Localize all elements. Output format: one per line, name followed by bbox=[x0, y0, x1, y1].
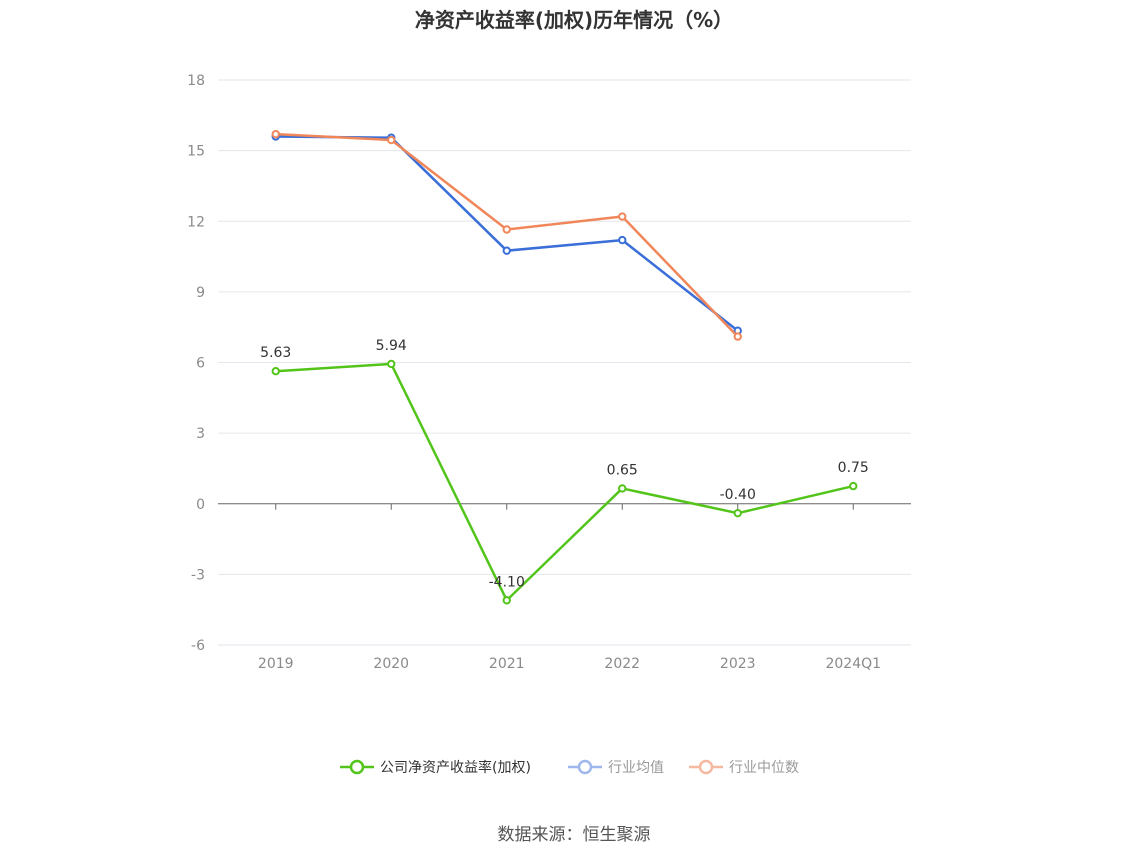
legend[interactable]: 公司净资产收益率(加权) 行业均值 行业中位数 bbox=[340, 759, 799, 776]
x-tick-label: 2024Q1 bbox=[825, 656, 881, 672]
y-tick-label: 0 bbox=[196, 497, 205, 513]
legend-item-label[interactable]: 公司净资产收益率(加权) bbox=[380, 759, 531, 776]
data-point bbox=[502, 246, 511, 255]
series-line bbox=[275, 132, 739, 338]
legend-item-label[interactable]: 行业中位数 bbox=[729, 760, 799, 776]
data-point bbox=[271, 129, 280, 139]
x-axis: 2019 2020 2021 2022 2023 2024Q1 bbox=[218, 503, 911, 672]
y-tick-label: 6 bbox=[196, 356, 205, 372]
chart-title: 净资产收益率(加权)历年情况（%） bbox=[414, 8, 734, 32]
y-tick-label: -6 bbox=[191, 638, 205, 654]
series-line bbox=[275, 362, 854, 602]
y-axis: 18 15 12 9 6 3 0 -3 -6 bbox=[187, 73, 205, 654]
legend-item-label[interactable]: 行业均值 bbox=[608, 760, 664, 776]
data-label: 0.65 bbox=[607, 462, 638, 478]
data-label: -4.10 bbox=[489, 574, 525, 590]
source-note: 数据来源：恒生聚源 bbox=[497, 825, 651, 845]
data-point bbox=[733, 508, 742, 518]
y-tick-label: 12 bbox=[187, 214, 205, 230]
legend-swatch-marker bbox=[698, 759, 714, 775]
data-label: 5.63 bbox=[260, 345, 291, 361]
data-label: -0.40 bbox=[720, 487, 756, 503]
data-label: 5.94 bbox=[376, 338, 407, 354]
series-lines bbox=[271, 129, 858, 605]
x-tick-label: 2021 bbox=[489, 656, 525, 672]
x-tick-label: 2020 bbox=[373, 656, 409, 672]
y-tick-label: 3 bbox=[196, 426, 205, 442]
legend-swatch-marker bbox=[349, 759, 365, 775]
legend-swatch-marker bbox=[577, 759, 593, 775]
x-tick-label: 2023 bbox=[720, 656, 756, 672]
grid-lines bbox=[218, 79, 911, 646]
data-point bbox=[849, 481, 858, 491]
data-point bbox=[618, 484, 627, 493]
y-tick-label: 18 bbox=[187, 73, 205, 89]
data-point bbox=[618, 212, 627, 221]
x-tick-label: 2022 bbox=[604, 656, 640, 672]
y-tick-label: 9 bbox=[196, 285, 205, 301]
data-point bbox=[387, 135, 396, 145]
data-point bbox=[502, 596, 511, 605]
y-tick-label: 15 bbox=[187, 144, 205, 160]
data-point bbox=[618, 235, 627, 245]
data-point bbox=[387, 359, 396, 369]
data-point bbox=[733, 332, 742, 341]
data-label: 0.75 bbox=[838, 460, 869, 476]
x-tick-label: 2019 bbox=[258, 656, 294, 672]
data-point bbox=[502, 225, 511, 234]
data-point bbox=[271, 367, 280, 376]
y-tick-label: -3 bbox=[191, 567, 205, 583]
data-labels: 5.63 5.94 -4.10 0.65 -0.40 0.75 bbox=[260, 338, 869, 590]
